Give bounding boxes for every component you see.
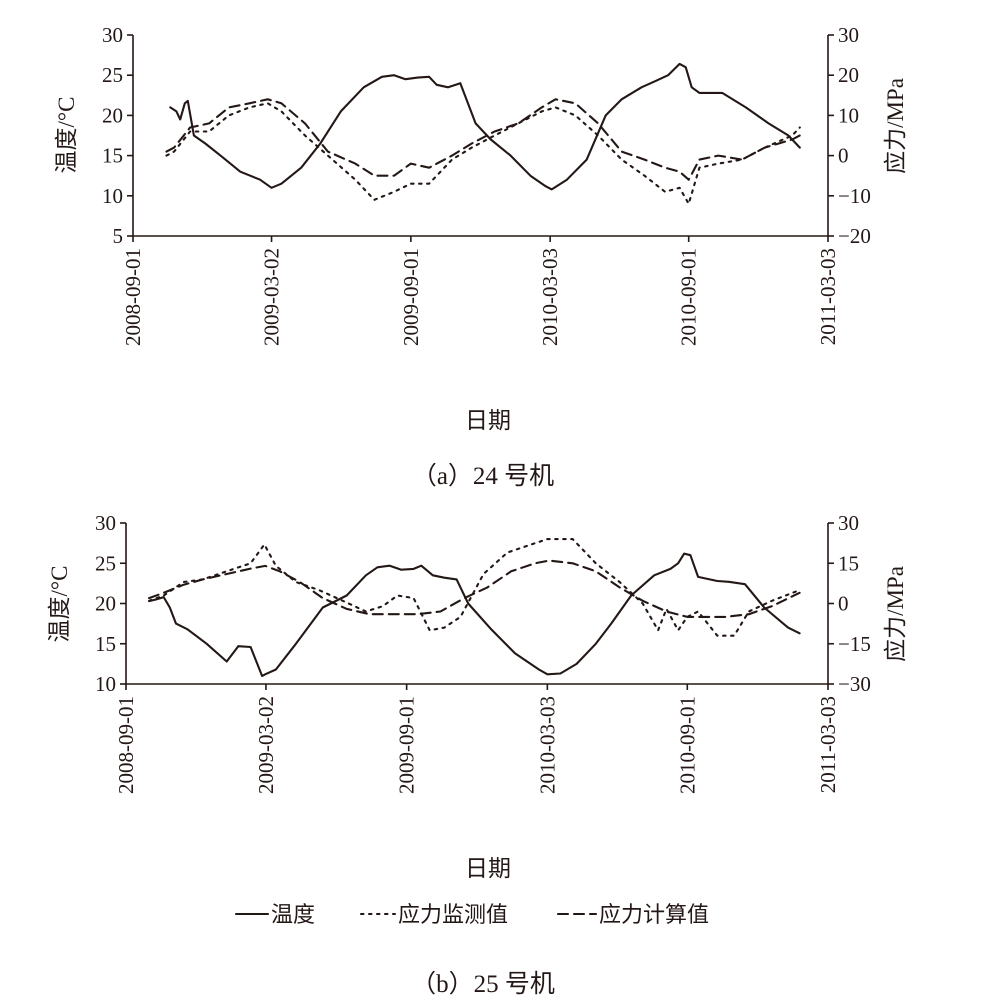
chart-b-x-tick-label: 2010-09-01 [675,696,699,794]
chart-a-left-tick-label: 5 [113,224,124,248]
chart-a: 5 10 15 20 25 30 −20 −10 0 10 20 30 2008-09-01 2009-0… [54,23,908,490]
chart-a-x-tick-label: 2010-03-03 [538,248,562,346]
chart-b-x-tick-label: 2011-03-03 [816,696,840,793]
legend-label-stress-calculated: 应力计算值 [599,902,709,927]
chart-a-left-tick-label: 15 [102,144,123,168]
chart-a-series-temperature [169,62,801,191]
chart-a-right-tick-label: 0 [838,144,849,168]
chart-b-left-tick-label: 25 [95,551,116,575]
chart-b-x-tick-label: 2010-03-03 [535,696,559,794]
chart-a-x-tick-label: 2009-03-02 [260,248,284,346]
chart-a-left-tick-label: 10 [102,184,123,208]
chart-a-left-axis-title: 温度/°C [54,97,79,174]
chart-b-series [148,538,801,678]
chart-a-series-stress-calculated [165,98,801,181]
chart-b-left-tick-label: 30 [95,511,116,535]
chart-b-right-tick-label: −30 [838,672,871,696]
chart-b-series-temperature [148,552,801,678]
chart-b-right-tick-label: −15 [838,632,871,656]
chart-a-x-tick-label: 2009-09-01 [399,248,423,346]
chart-b-x-tick-label: 2009-09-01 [395,696,419,794]
chart-a-right-tick-label: 30 [838,23,859,47]
chart-a-x-axis-title: 日期 [465,408,511,433]
legend-label-stress-monitored: 应力监测值 [398,902,508,927]
chart-b-x-tick-label: 2008-09-01 [114,696,138,794]
chart-a-left-tick-label: 30 [102,23,123,47]
chart-b-left-tick-label: 20 [95,592,116,616]
chart-a-right-tick-label: 10 [838,103,859,127]
chart-b-left-tick-label: 15 [95,632,116,656]
chart-a-series [165,62,801,205]
chart-a-left-tick-label: 20 [102,103,123,127]
chart-a-right-tick-label: 20 [838,63,859,87]
chart-b-ticks: 10 15 20 25 30 −30 −15 0 15 30 2008-09-01 2009-03-0… [95,511,871,794]
chart-a-series-stress-monitored [165,102,801,205]
chart-a-x-tick-label: 2011-03-03 [816,248,840,345]
chart-a-x-tick-label: 2010-09-01 [677,248,701,346]
chart-b-x-axis-title: 日期 [465,856,511,881]
chart-b-series-stress-calculated [148,559,801,618]
chart-b: 10 15 20 25 30 −30 −15 0 15 30 2008-09-01 2009-03-0… [47,511,908,881]
chart-a-right-tick-label: −10 [838,184,871,208]
chart-a-right-tick-label: −20 [838,224,871,248]
chart-b-right-tick-label: 15 [838,551,859,575]
chart-a-x-tick-label: 2008-09-01 [121,248,145,346]
chart-b-right-tick-label: 30 [838,511,859,535]
chart-b-right-tick-label: 0 [838,592,849,616]
chart-a-right-axis-title: 应力/MPa [883,78,908,174]
chart-b-right-axis-title: 应力/MPa [883,566,908,662]
chart-a-left-tick-label: 25 [102,63,123,87]
chart-a-caption: （a）24 号机 [412,462,554,490]
chart-b-caption: （b）25 号机 [411,970,555,998]
chart-b-left-axis-title: 温度/°C [47,566,72,643]
chart-b-left-tick-label: 10 [95,672,116,696]
legend: 温度 应力监测值 应力计算值 [234,902,709,927]
chart-b-x-tick-label: 2009-03-02 [254,696,278,794]
legend-label-temperature: 温度 [271,902,315,927]
chart-a-ticks: 5 10 15 20 25 30 −20 −10 0 10 20 30 2008-09-01 2009-0… [102,23,871,346]
